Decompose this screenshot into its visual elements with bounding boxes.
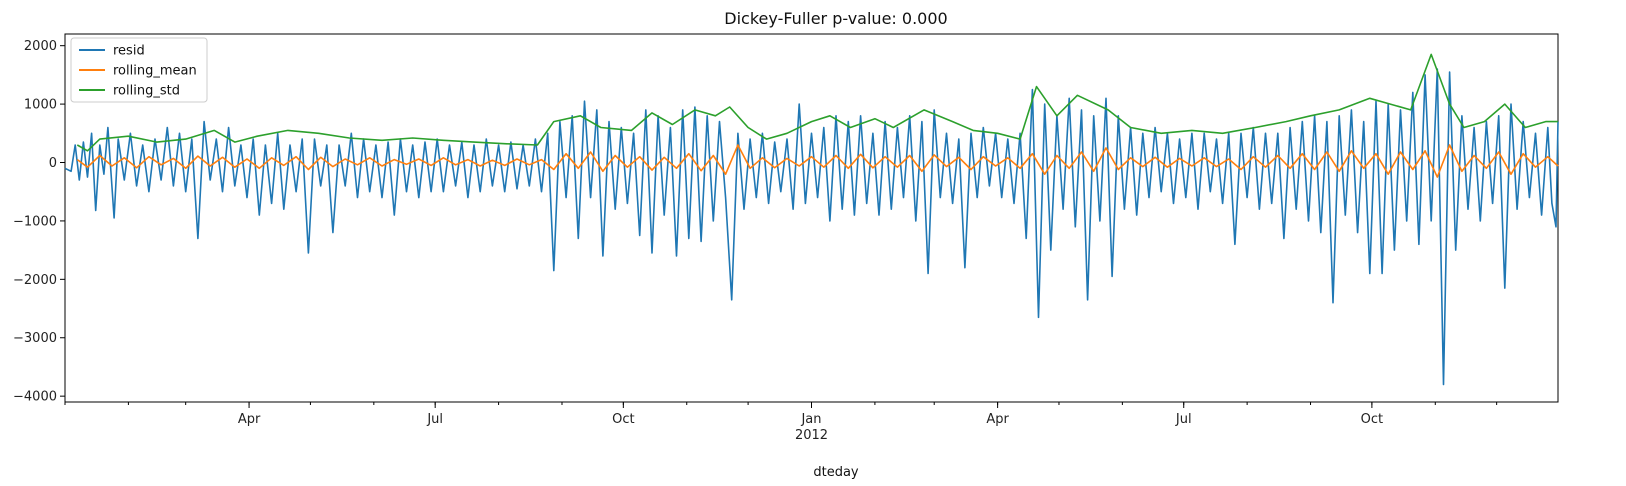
x-tick-label: Oct: [612, 412, 634, 427]
legend-box: [70, 37, 208, 103]
plot-area: [64, 33, 1559, 403]
legend-label-resid: resid: [113, 44, 145, 59]
legend-label-rolling-std: rolling_std: [113, 84, 180, 99]
x-axis-label: dteday: [813, 465, 859, 480]
x-tick-label: Oct: [1361, 412, 1383, 427]
plot-frame: [64, 33, 1559, 403]
chart-title: Dickey-Fuller p-value: 0.000: [724, 9, 947, 28]
y-tick-label: 2000: [24, 39, 57, 54]
x-tick-year-label: 2012: [795, 428, 828, 443]
x-tick-label: Jul: [426, 412, 443, 427]
x-tick-label: Apr: [986, 412, 1009, 427]
y-tick-label: −2000: [13, 273, 57, 288]
y-tick-label: −1000: [13, 214, 57, 229]
y-tick-label: −4000: [13, 390, 57, 405]
legend-label-rolling-mean: rolling_mean: [113, 64, 197, 79]
series-line-rolling-mean: [76, 144, 1559, 178]
legend: resid rolling_mean rolling_std: [70, 37, 208, 103]
y-tick-label: 0: [49, 156, 57, 171]
y-tick-label: −3000: [13, 331, 57, 346]
x-tick-label: Jul: [1175, 412, 1192, 427]
y-tick-label: 1000: [24, 98, 57, 113]
y-axis: −4000 −3000 −2000 −1000 0 1000 2000: [13, 39, 65, 405]
x-tick-label: Apr: [238, 412, 261, 427]
series-line-resid: [64, 68, 1559, 386]
series-layer: [64, 53, 1559, 386]
x-tick-label: Jan: [800, 412, 821, 427]
series-line-rolling-std: [76, 53, 1558, 152]
